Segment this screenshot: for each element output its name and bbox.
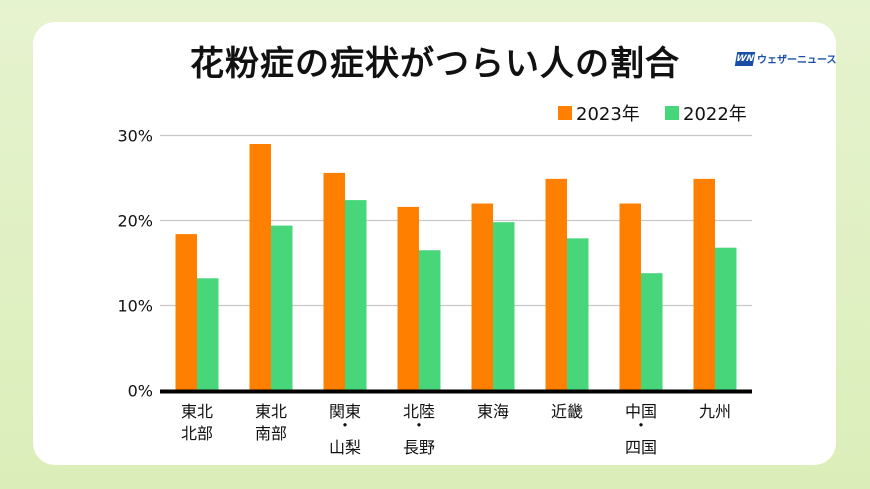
x-category-label: 山梨: [329, 438, 361, 457]
bar-2022: [493, 222, 515, 391]
x-category-label: 北陸: [403, 402, 435, 421]
legend-swatch: [665, 106, 679, 120]
x-category-label: ・: [337, 416, 353, 435]
x-category-label: 南部: [255, 424, 287, 443]
bar-2022: [345, 200, 367, 391]
legend-label: 2022年: [683, 104, 747, 125]
x-category-label: 四国: [625, 438, 657, 457]
bar-2022: [419, 250, 441, 391]
bar-2022: [271, 225, 293, 391]
bar-2023: [249, 144, 271, 391]
bar-2022: [715, 247, 737, 391]
legend-label: 2023年: [576, 104, 640, 125]
bar-2023: [397, 206, 419, 391]
x-category-label: 中国: [625, 402, 657, 421]
chart-title: 花粉症の症状がつらい人の割合: [190, 44, 680, 84]
x-category-label: 九州: [699, 402, 731, 421]
x-category-label: ・: [633, 416, 649, 435]
y-tick-label: 30%: [117, 127, 153, 146]
x-category-label: 東北: [255, 402, 287, 421]
bar-2023: [471, 203, 493, 391]
bar-2023: [619, 203, 641, 391]
bar-2023: [323, 172, 345, 391]
logo-text: ウェザーニュース: [757, 55, 837, 66]
x-category-label: 近畿: [551, 402, 583, 421]
legend-swatch: [558, 106, 572, 120]
x-category-label: 長野: [403, 438, 435, 457]
x-category-label: 東北: [181, 402, 213, 421]
y-tick-label: 10%: [117, 297, 153, 316]
bar-2023: [175, 234, 197, 391]
bar-2022: [197, 278, 219, 391]
x-category-label: ・: [411, 416, 427, 435]
bar-2023: [693, 178, 715, 391]
bar-2022: [641, 273, 663, 391]
bar-2022: [567, 238, 589, 391]
y-tick-label: 0%: [128, 382, 153, 401]
weathernews-logo: WN ウェザーニュース: [734, 51, 837, 66]
y-tick-label: 20%: [117, 212, 153, 231]
x-category-label: 東海: [477, 402, 509, 421]
bar-2023: [545, 178, 567, 391]
x-category-label: 北部: [181, 424, 213, 443]
x-category-label: 関東: [329, 402, 361, 421]
